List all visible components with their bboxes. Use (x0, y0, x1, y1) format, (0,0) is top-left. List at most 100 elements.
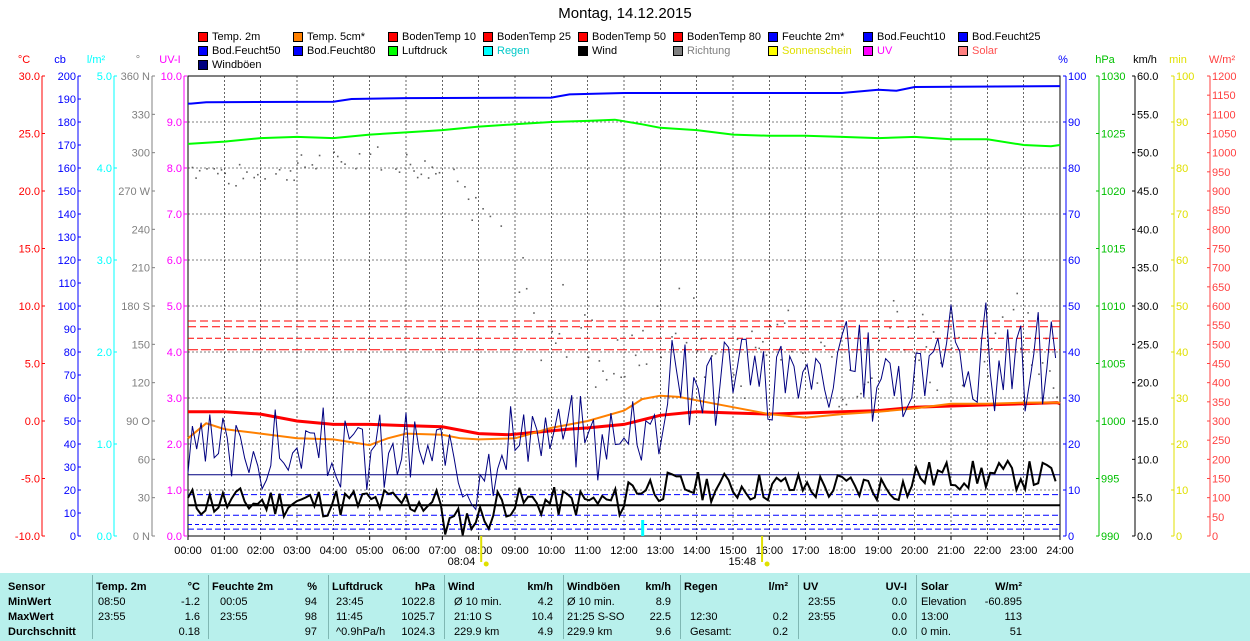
table-separator (680, 575, 681, 639)
table-cell-time: 0 min. (921, 626, 951, 638)
series-line (187, 394, 1060, 447)
left-axis-label: 3.0 (97, 255, 112, 267)
left-axis-label: 30 (64, 462, 76, 474)
right-axis-unit: W/m² (1209, 54, 1236, 66)
table-cell-time: 23:55 (808, 596, 836, 608)
right-axis-label: 40 (1068, 347, 1080, 359)
table-cell-time: 23:45 (336, 596, 364, 608)
direction-point (278, 168, 281, 171)
table-row-label: MinWert (8, 596, 52, 608)
left-axis-label: 110 (58, 278, 76, 290)
table-cell-time: 13:00 (921, 611, 949, 623)
right-axis-label: 45.0 (1137, 186, 1158, 198)
direction-point (500, 225, 503, 227)
direction-point (842, 398, 844, 401)
direction-point (406, 153, 408, 156)
x-tick-label: 07:00 (429, 545, 457, 557)
left-axis-label: 0 (70, 531, 76, 543)
right-axis-label: 1000 (1212, 148, 1236, 160)
right-axis-label: 450 (1212, 359, 1230, 371)
direction-point (703, 376, 706, 378)
left-axis-label: 8.0 (167, 163, 182, 175)
right-axis-label: 40.0 (1137, 224, 1158, 236)
direction-point (929, 381, 931, 384)
direction-point (467, 198, 470, 201)
x-tick-label: 02:00 (247, 545, 275, 557)
right-axis-unit: km/h (1133, 54, 1157, 66)
direction-point (344, 163, 346, 165)
legend-swatch (673, 32, 683, 42)
legend-label: Windböen (212, 59, 262, 71)
chart-title: Montag, 14.12.2015 (558, 5, 692, 22)
right-axis-label: 990 (1101, 531, 1119, 543)
direction-point (867, 381, 870, 384)
legend-label: UV (877, 45, 893, 57)
direction-point (696, 350, 699, 352)
direction-point (456, 180, 459, 183)
sun-icon (483, 561, 489, 567)
direction-point (435, 172, 437, 175)
legend-label: Wind (592, 45, 618, 57)
direction-point (587, 356, 590, 359)
legend-label: Bod.Feucht80 (307, 45, 376, 57)
left-axis-label: 10.0 (19, 301, 40, 313)
left-axis-label: 330 (132, 109, 150, 121)
weather-chart: 00:00 01:00 02:00 03:00 04:00 05:00 06:00 07:00… (15, 54, 1237, 568)
x-tick-label: 06:00 (392, 545, 420, 557)
right-axis-label: 900 (1212, 186, 1230, 198)
left-axis-label: 140 (58, 209, 76, 221)
right-axis-label: 50 (1212, 512, 1224, 524)
direction-point (289, 170, 292, 172)
direction-point (191, 166, 194, 169)
direction-point (765, 354, 768, 357)
direction-point (355, 167, 357, 170)
left-axis-label: 40 (64, 439, 76, 451)
left-axis-unit: UV-I (159, 54, 180, 66)
table-header-unit: W/m² (995, 581, 1022, 593)
legend-swatch (198, 32, 208, 42)
left-axis-label: 20 (64, 485, 76, 497)
direction-point (220, 169, 223, 171)
right-axis-unit: min (1169, 54, 1187, 66)
direction-point (395, 168, 397, 170)
table-cell-time: 21:25 S-SO (567, 611, 625, 623)
sun-time-label: 15:48 (729, 556, 757, 568)
left-axis-label: 210 (132, 263, 150, 275)
x-tick-label: 16:00 (756, 545, 784, 557)
table-header: Temp. 2m (96, 581, 147, 593)
direction-point (802, 352, 804, 354)
right-axis-label: 50.0 (1137, 148, 1158, 160)
direction-point (286, 179, 288, 181)
direction-point (671, 336, 673, 338)
table-header-unit: hPa (414, 581, 435, 593)
right-axis-label: 1025 (1101, 129, 1125, 141)
table-separator (798, 575, 799, 639)
right-axis-label: 60 (1068, 255, 1080, 267)
direction-point (522, 256, 524, 259)
table-cell-value: -1.2 (181, 596, 200, 608)
right-axis-label: 100 (1176, 71, 1194, 83)
legend-swatch (293, 32, 303, 42)
table-cell-time: 08:50 (98, 596, 126, 608)
direction-point (1049, 370, 1051, 372)
direction-point (300, 154, 303, 156)
direction-point (856, 395, 859, 398)
direction-point (645, 363, 648, 365)
table-cell-time: 23:55 (220, 611, 248, 623)
table-cell-time: 12:30 (690, 611, 718, 623)
table-cell-value: 8.9 (655, 596, 671, 608)
direction-point (925, 346, 928, 348)
direction-point (224, 172, 226, 175)
direction-point (264, 178, 266, 180)
right-axis-label: 200 (1212, 454, 1230, 466)
legend-label: Temp. 2m (212, 31, 261, 43)
table-row-label: MaxWert (8, 611, 54, 623)
left-axis-label: 20.0 (19, 186, 40, 198)
direction-point (602, 370, 604, 372)
direction-point (918, 359, 920, 362)
left-axis-label: 4.0 (97, 163, 112, 175)
direction-point (983, 360, 986, 363)
direction-point (871, 377, 873, 379)
table-cell-time: 11:45 (336, 611, 363, 623)
right-axis-label: 400 (1212, 378, 1230, 390)
